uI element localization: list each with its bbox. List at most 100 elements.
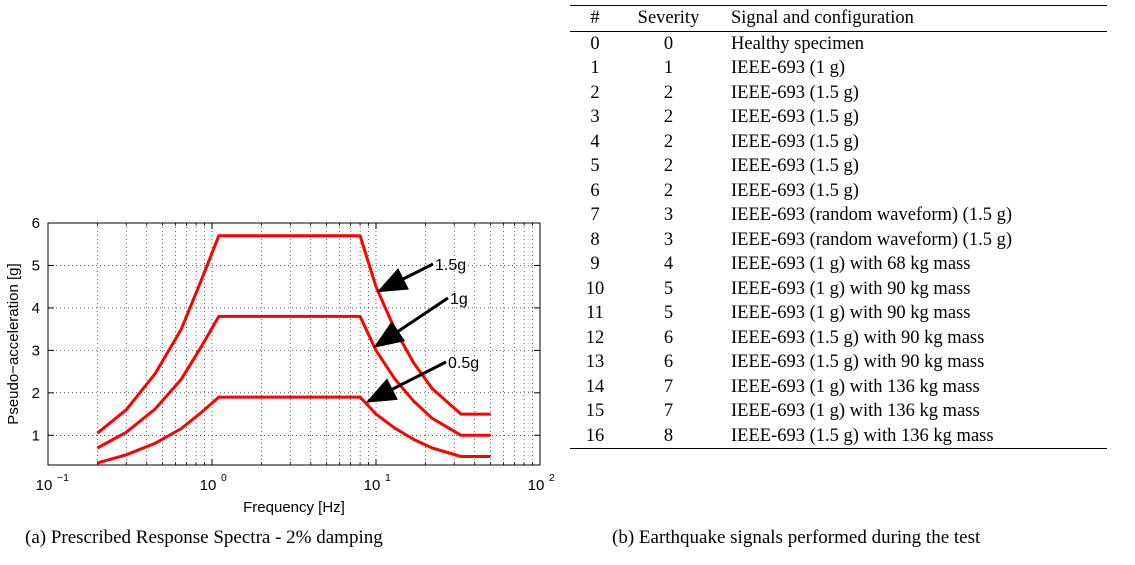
table-row: 7 3 IEEE-693 (random waveform) (1.5 g)	[570, 203, 1107, 228]
row-severity: 7	[663, 376, 674, 397]
row-number: 10	[585, 278, 605, 299]
header-severity: Severity	[637, 8, 700, 28]
row-severity: 7	[663, 401, 674, 421]
row-severity: 2	[663, 82, 674, 103]
row-signal: IEEE-693 (1 g) with 90 kg mass	[731, 303, 971, 323]
row-signal: IEEE-693 (1.5 g) with 90 kg mass	[731, 327, 985, 348]
row-number: 5	[590, 156, 600, 176]
y-axis-label: Pseudo−acceleration [g]	[5, 263, 22, 424]
y-tick-label: 2	[32, 385, 40, 402]
row-number: 3	[590, 107, 600, 127]
table-row: 2 2 IEEE-693 (1.5 g)	[570, 81, 1107, 106]
row-number: 15	[585, 401, 605, 421]
figure-b: # Severity Signal and configuration 0 0 He…	[570, 5, 1130, 449]
figure-b-caption: (b) Earthquake signals performed during …	[612, 527, 981, 548]
x-tick-exponent: −1	[57, 472, 69, 484]
table-row: 10 5 IEEE-693 (1 g) with 90 kg mass	[570, 277, 1107, 302]
row-severity: 4	[663, 254, 674, 274]
row-number: 1	[590, 58, 600, 78]
table-row: 15 7 IEEE-693 (1 g) with 136 kg mass	[570, 399, 1107, 424]
annotation-label: 0.5g	[448, 355, 479, 372]
row-number: 8	[590, 229, 600, 250]
table-row: 3 2 IEEE-693 (1.5 g)	[570, 105, 1107, 130]
figure-a: 10 −1 10 0 10 1 10 2 1 2 3 4 5 6 Frequency [Hz] Pseudo−…	[0, 0, 560, 565]
row-number: 13	[585, 352, 605, 372]
row-signal: IEEE-693 (1.5 g)	[731, 82, 859, 103]
y-tick-label: 5	[32, 257, 40, 274]
row-number: 2	[590, 82, 600, 103]
row-severity: 3	[663, 205, 674, 225]
row-signal: IEEE-693 (1.5 g)	[731, 180, 859, 201]
row-signal: IEEE-693 (1 g) with 68 kg mass	[731, 254, 971, 274]
table-row: 11 5 IEEE-693 (1 g) with 90 kg mass	[570, 301, 1107, 326]
row-severity: 3	[663, 229, 674, 250]
table-row: 8 3 IEEE-693 (random waveform) (1.5 g)	[570, 228, 1107, 253]
row-number: 12	[585, 327, 605, 348]
y-tick-label: 6	[32, 215, 40, 232]
table-row: 14 7 IEEE-693 (1 g) with 136 kg mass	[570, 375, 1107, 400]
row-severity: 2	[663, 131, 674, 152]
x-tick-label: 10	[200, 477, 217, 494]
row-signal: IEEE-693 (random waveform) (1.5 g)	[731, 205, 1012, 225]
series-line-0-5g	[96, 395, 491, 465]
row-signal: IEEE-693 (1.5 g)	[731, 107, 859, 127]
row-severity: 2	[663, 107, 674, 127]
row-signal: IEEE-693 (1.5 g)	[731, 156, 859, 176]
row-signal: IEEE-693 (1.5 g)	[731, 131, 859, 152]
table-row: 1 1 IEEE-693 (1 g)	[570, 56, 1107, 81]
row-signal: IEEE-693 (1 g)	[731, 58, 846, 78]
row-severity: 5	[663, 278, 674, 299]
table-row: 13 6 IEEE-693 (1.5 g) with 90 kg mass	[570, 350, 1107, 375]
x-tick-exponent: 0	[221, 472, 227, 484]
row-signal: IEEE-693 (1.5 g) with 136 kg mass	[731, 425, 994, 446]
annotation-arrow	[373, 296, 449, 348]
table-row: 5 2 IEEE-693 (1.5 g)	[570, 154, 1107, 179]
x-tick-label: 10	[36, 477, 53, 494]
annotation-label: 1.5g	[435, 257, 466, 274]
row-severity: 0	[663, 33, 674, 54]
row-number: 11	[586, 303, 604, 323]
row-number: 7	[590, 205, 600, 225]
row-signal: Healthy specimen	[731, 33, 865, 54]
row-number: 16	[585, 425, 605, 446]
earthquake-signals-table: # Severity Signal and configuration 0 0 He…	[570, 5, 1107, 449]
y-tick-label: 4	[32, 300, 40, 317]
row-number: 0	[590, 33, 600, 54]
annotation-label: 1g	[450, 291, 468, 308]
series-line-1-5g	[96, 234, 491, 435]
row-severity: 2	[663, 156, 674, 176]
header-number: #	[590, 8, 600, 28]
table-row: 9 4 IEEE-693 (1 g) with 68 kg mass	[570, 252, 1107, 277]
table-row: 12 6 IEEE-693 (1.5 g) with 90 kg mass	[570, 326, 1107, 351]
y-tick-label: 3	[32, 342, 40, 359]
table-row: 0 0 Healthy specimen	[570, 31, 1107, 56]
row-number: 6	[590, 180, 600, 201]
row-number: 14	[585, 376, 605, 397]
row-signal: IEEE-693 (1.5 g) with 90 kg mass	[731, 352, 985, 372]
row-severity: 6	[663, 352, 674, 372]
figure-a-caption: (a) Prescribed Response Spectra - 2% dam…	[25, 527, 383, 548]
table-row: 4 2 IEEE-693 (1.5 g)	[570, 130, 1107, 155]
plot-area	[48, 223, 540, 465]
annotation-arrow	[365, 360, 447, 403]
row-number: 9	[590, 254, 600, 274]
row-severity: 5	[663, 303, 674, 323]
row-severity: 1	[663, 58, 674, 78]
row-severity: 8	[663, 425, 674, 446]
row-severity: 6	[663, 327, 674, 348]
row-signal: IEEE-693 (1 g) with 136 kg mass	[731, 401, 980, 421]
table-row: 16 8 IEEE-693 (1.5 g) with 136 kg mass	[570, 424, 1107, 449]
row-severity: 2	[663, 180, 674, 201]
table-row: 6 2 IEEE-693 (1.5 g)	[570, 179, 1107, 204]
row-number: 4	[590, 131, 600, 152]
axes-frame	[47, 222, 541, 466]
row-signal: IEEE-693 (random waveform) (1.5 g)	[731, 229, 1012, 250]
series-line-1g	[96, 314, 491, 450]
table-header-row: # Severity Signal and configuration	[570, 5, 1107, 31]
x-tick-label: 10	[364, 477, 381, 494]
annotation-arrow	[376, 262, 434, 293]
header-signal: Signal and configuration	[731, 8, 914, 28]
x-tick-exponent: 2	[549, 472, 555, 484]
row-signal: IEEE-693 (1 g) with 90 kg mass	[731, 278, 971, 299]
x-tick-label: 10	[528, 477, 545, 494]
